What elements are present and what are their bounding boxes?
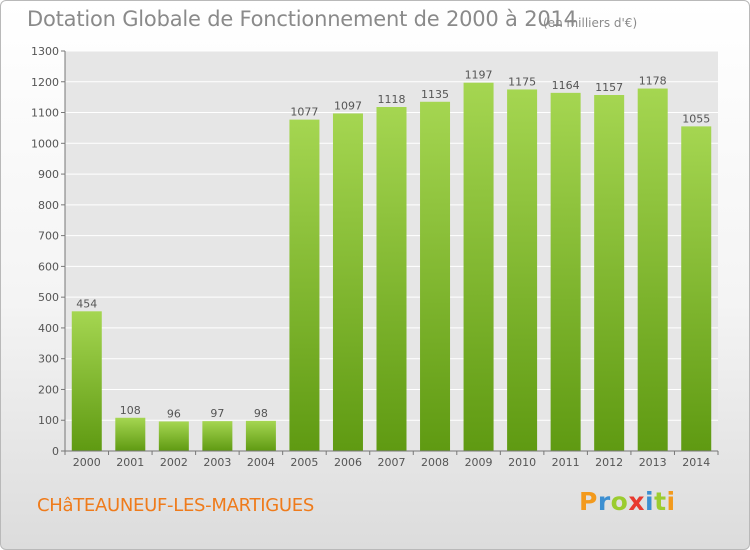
logo-letter: x <box>628 487 645 516</box>
x-tick-label: 2009 <box>465 456 493 469</box>
x-tick-label: 2007 <box>378 456 406 469</box>
logo-letter: t <box>654 487 667 516</box>
logo-letter: o <box>610 487 629 516</box>
logo-letter: r <box>597 487 611 516</box>
x-tick-label: 2014 <box>682 456 710 469</box>
data-label: 1157 <box>595 81 623 94</box>
y-tick-label: 300 <box>38 353 59 366</box>
data-label: 1055 <box>682 112 710 125</box>
bar-2007 <box>376 107 407 451</box>
logo-letter: P <box>579 487 598 516</box>
bar-2000 <box>71 311 102 451</box>
x-tick-label: 2008 <box>421 456 449 469</box>
bar-2005 <box>289 119 320 451</box>
x-tick-label: 2002 <box>160 456 188 469</box>
data-label: 98 <box>254 407 268 420</box>
y-tick-label: 1200 <box>31 76 59 89</box>
data-label: 108 <box>120 404 141 417</box>
data-label: 1077 <box>290 106 318 119</box>
bar-2013 <box>637 88 668 452</box>
x-tick-label: 2010 <box>508 456 536 469</box>
bar-2002 <box>158 421 189 451</box>
y-tick-label: 0 <box>52 445 59 458</box>
bar-2006 <box>332 113 363 451</box>
chart-title: Dotation Globale de Fonctionnement de 20… <box>27 7 577 31</box>
y-tick-label: 800 <box>38 199 59 212</box>
x-tick-label: 2005 <box>290 456 318 469</box>
y-tick-label: 100 <box>38 414 59 427</box>
logo-letter: i <box>645 487 655 516</box>
y-tick-label: 200 <box>38 383 59 396</box>
y-tick-label: 500 <box>38 291 59 304</box>
y-tick-label: 600 <box>38 260 59 273</box>
y-tick-label: 1300 <box>31 45 59 58</box>
commune-name: CHâTEAUNEUF-LES-MARTIGUES <box>37 495 314 516</box>
x-tick-label: 2013 <box>639 456 667 469</box>
data-label: 1164 <box>552 79 580 92</box>
data-label: 1197 <box>465 69 493 82</box>
chart-unit: (en milliers d'€) <box>543 16 638 30</box>
y-tick-label: 1000 <box>31 137 59 150</box>
x-tick-label: 2006 <box>334 456 362 469</box>
data-label: 1097 <box>334 99 362 112</box>
data-label: 1118 <box>378 93 406 106</box>
x-tick-label: 2012 <box>595 456 623 469</box>
proxiti-logo: Proxiti <box>579 487 676 516</box>
x-tick-label: 2003 <box>203 456 231 469</box>
bar-2003 <box>202 421 233 451</box>
data-label: 96 <box>167 407 181 420</box>
y-tick-label: 900 <box>38 168 59 181</box>
y-tick-label: 1100 <box>31 107 59 120</box>
logo-letter: i <box>666 487 676 516</box>
data-label: 1178 <box>639 75 667 88</box>
bar-2001 <box>115 417 146 451</box>
bar-2012 <box>594 95 625 451</box>
bar-2011 <box>550 92 581 451</box>
x-tick-label: 2011 <box>552 456 580 469</box>
bar-2004 <box>245 420 276 451</box>
bar-2009 <box>463 82 494 451</box>
data-label: 1175 <box>508 75 536 88</box>
x-tick-label: 2000 <box>73 456 101 469</box>
y-tick-label: 700 <box>38 230 59 243</box>
bar-2010 <box>507 89 538 451</box>
x-tick-label: 2001 <box>116 456 144 469</box>
data-label: 454 <box>76 297 97 310</box>
bar-2014 <box>681 126 712 451</box>
x-tick-label: 2004 <box>247 456 275 469</box>
data-label: 97 <box>210 407 224 420</box>
bar-2008 <box>420 101 451 452</box>
y-tick-label: 400 <box>38 322 59 335</box>
data-label: 1135 <box>421 88 449 101</box>
